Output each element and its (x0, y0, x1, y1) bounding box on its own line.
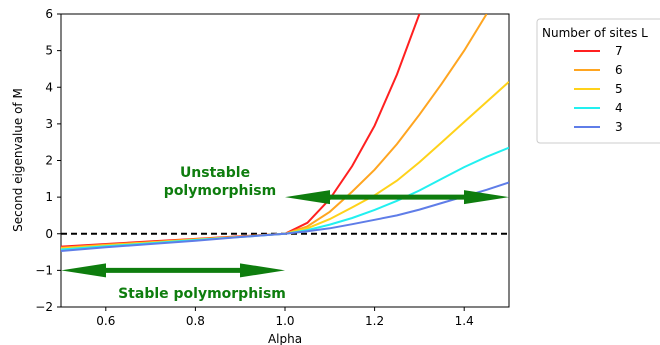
y-axis-label: Second eigenvalue of M (11, 88, 25, 232)
x-tick-label: 1.0 (275, 314, 294, 328)
y-tick-label: 6 (45, 7, 53, 21)
x-tick-label: 1.2 (365, 314, 384, 328)
legend-label-5: 5 (615, 82, 623, 96)
y-tick-label: 3 (45, 117, 53, 131)
legend-items: 7 6 5 4 3 (574, 44, 623, 134)
plot-frame (60, 13, 510, 308)
series-lines (61, 14, 509, 252)
legend-title: Number of sites L (542, 26, 648, 40)
x-tick-label: 1.4 (455, 314, 474, 328)
y-axis: −2 −1 0 1 2 3 4 5 6 (35, 7, 61, 314)
x-tick-label: 0.6 (96, 314, 115, 328)
annotation-arrows (61, 190, 509, 278)
unstable-label-line2: polymorphism (164, 183, 276, 199)
x-tick-label: 0.8 (186, 314, 205, 328)
legend-label-4: 4 (615, 101, 623, 115)
x-axis-label: Alpha (268, 332, 302, 345)
legend-label-3: 3 (615, 120, 623, 134)
stable-label: Stable polymorphism (118, 286, 286, 302)
y-tick-label: 2 (45, 154, 53, 168)
y-tick-label: 0 (45, 227, 53, 241)
x-axis: 0.6 0.8 1.0 1.2 1.4 (96, 307, 474, 328)
unstable-label-line1: Unstable (180, 165, 250, 181)
series-line-3 (61, 181, 509, 252)
arrow-head-right-0 (464, 190, 509, 205)
plot-area: 0.6 0.8 1.0 1.2 1.4 −2 −1 0 1 2 3 4 5 6 Unstable pol… (35, 7, 510, 328)
y-tick-label: −1 (35, 263, 53, 277)
legend-label-7: 7 (615, 44, 623, 58)
legend: Number of sites L 7 6 5 4 3 (536, 18, 660, 144)
y-tick-label: 1 (45, 190, 53, 204)
arrow-head-left-0 (285, 190, 330, 205)
arrow-head-right-1 (240, 263, 285, 278)
y-tick-label: 4 (45, 80, 53, 94)
y-tick-label: −2 (35, 300, 53, 314)
legend-box (536, 18, 660, 144)
y-tick-label: 5 (45, 44, 53, 58)
arrow-head-left-1 (61, 263, 106, 278)
legend-label-6: 6 (615, 63, 623, 77)
